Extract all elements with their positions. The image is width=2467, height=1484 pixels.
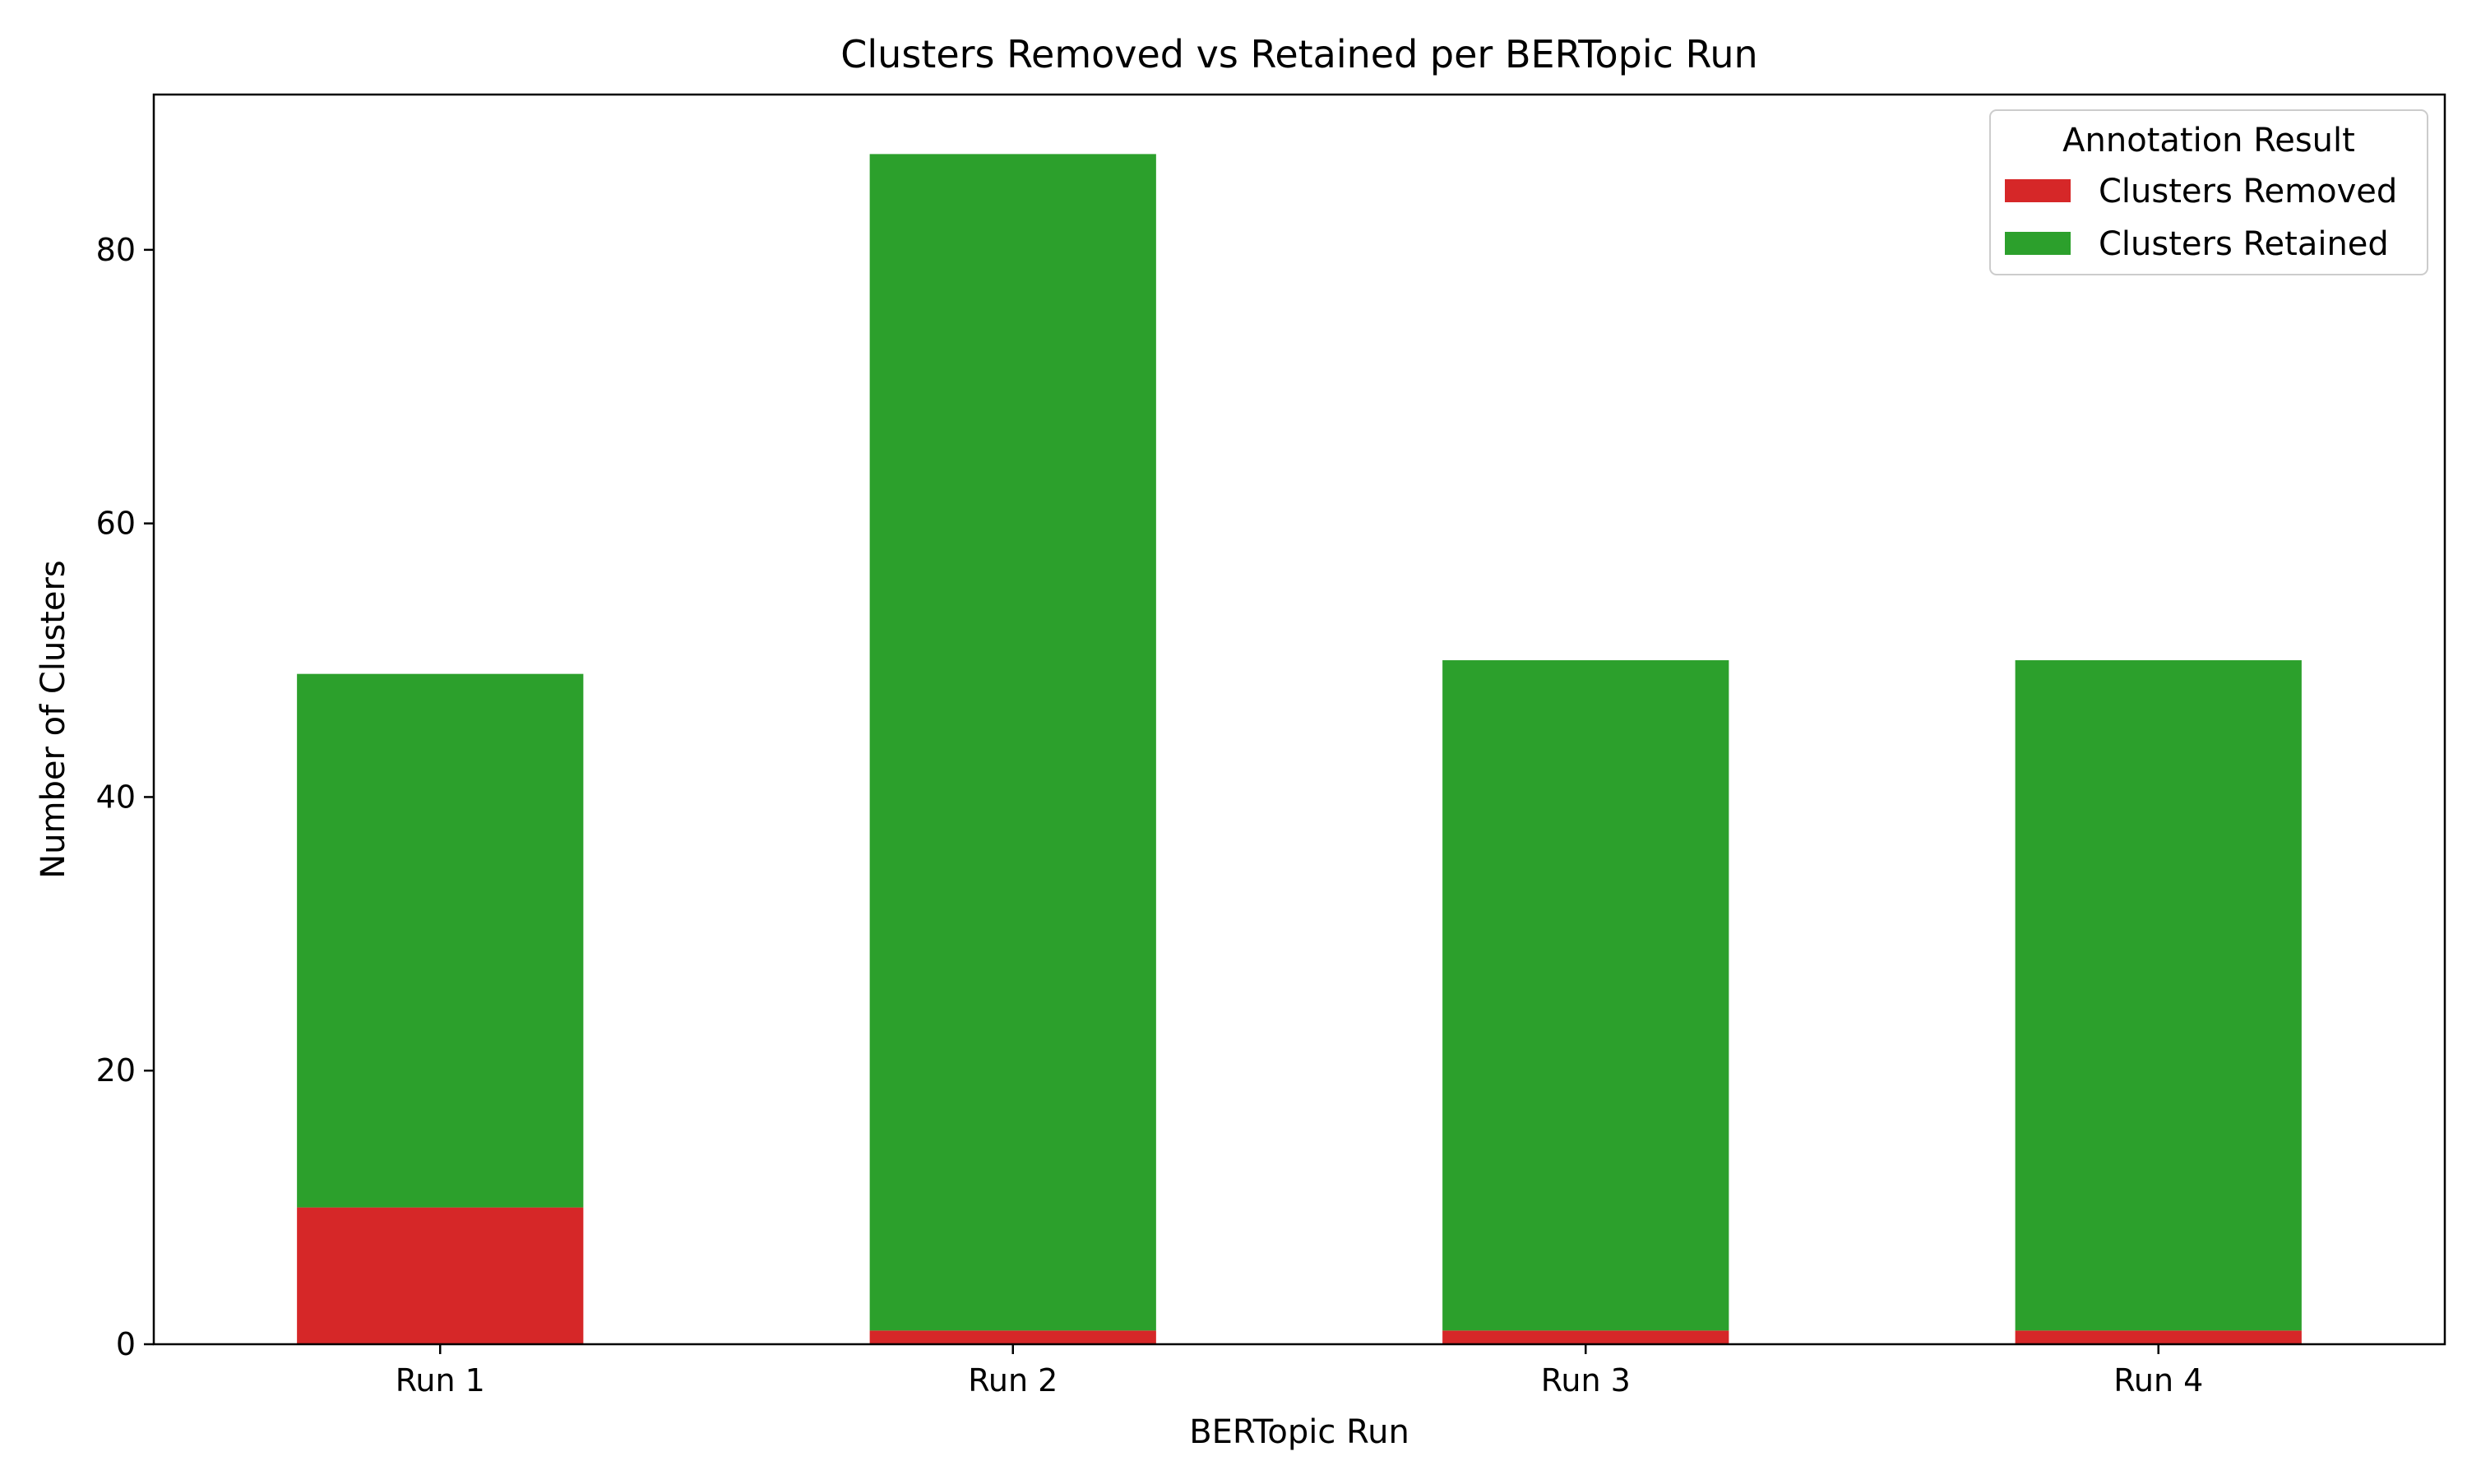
bar-run-3-clusters-removed — [1442, 1330, 1729, 1344]
y-tick-label: 0 — [116, 1326, 136, 1362]
plot-frame — [152, 93, 2446, 1346]
y-tick-label: 20 — [96, 1052, 136, 1089]
chart-title: Clusters Removed vs Retained per BERTopi… — [840, 32, 1757, 76]
y-tick-label: 60 — [96, 506, 136, 542]
y-axis-label: Number of Clusters — [35, 560, 72, 878]
legend-label-clusters-retained: Clusters Retained — [2099, 225, 2389, 263]
legend-swatch-clusters-retained — [2005, 232, 2071, 255]
bar-run-4-clusters-removed — [2015, 1330, 2302, 1344]
bar-run-4-clusters-retained — [2015, 660, 2302, 1331]
bar-run-2-clusters-removed — [869, 1330, 1156, 1344]
x-tick-label-run-4: Run 4 — [2113, 1362, 2203, 1398]
legend-box — [1989, 109, 2428, 275]
y-tick-label: 40 — [96, 779, 136, 815]
bar-run-1-clusters-removed — [297, 1207, 584, 1344]
bar-run-2-clusters-retained — [869, 154, 1156, 1331]
legend-title: Annotation Result — [2062, 122, 2355, 159]
legend: Annotation Result Clusters Removed Clust… — [1989, 109, 2428, 275]
legend-swatch-clusters-removed — [2005, 179, 2071, 202]
x-tick-label-run-3: Run 3 — [1541, 1362, 1631, 1398]
x-axis-label: BERTopic Run — [1189, 1413, 1409, 1451]
x-tick-label-run-1: Run 1 — [396, 1362, 485, 1398]
y-axis-ticks: 0 20 40 60 80 — [96, 232, 154, 1362]
x-axis-ticks: Run 1 Run 2 Run 3 Run 4 — [396, 1344, 2203, 1398]
bars-layer — [297, 154, 2302, 1344]
x-tick-label-run-2: Run 2 — [968, 1362, 1058, 1398]
y-tick-label: 80 — [96, 232, 136, 268]
bar-run-1-clusters-retained — [297, 673, 584, 1208]
bar-run-3-clusters-retained — [1442, 660, 1729, 1331]
legend-label-clusters-removed: Clusters Removed — [2099, 173, 2397, 210]
